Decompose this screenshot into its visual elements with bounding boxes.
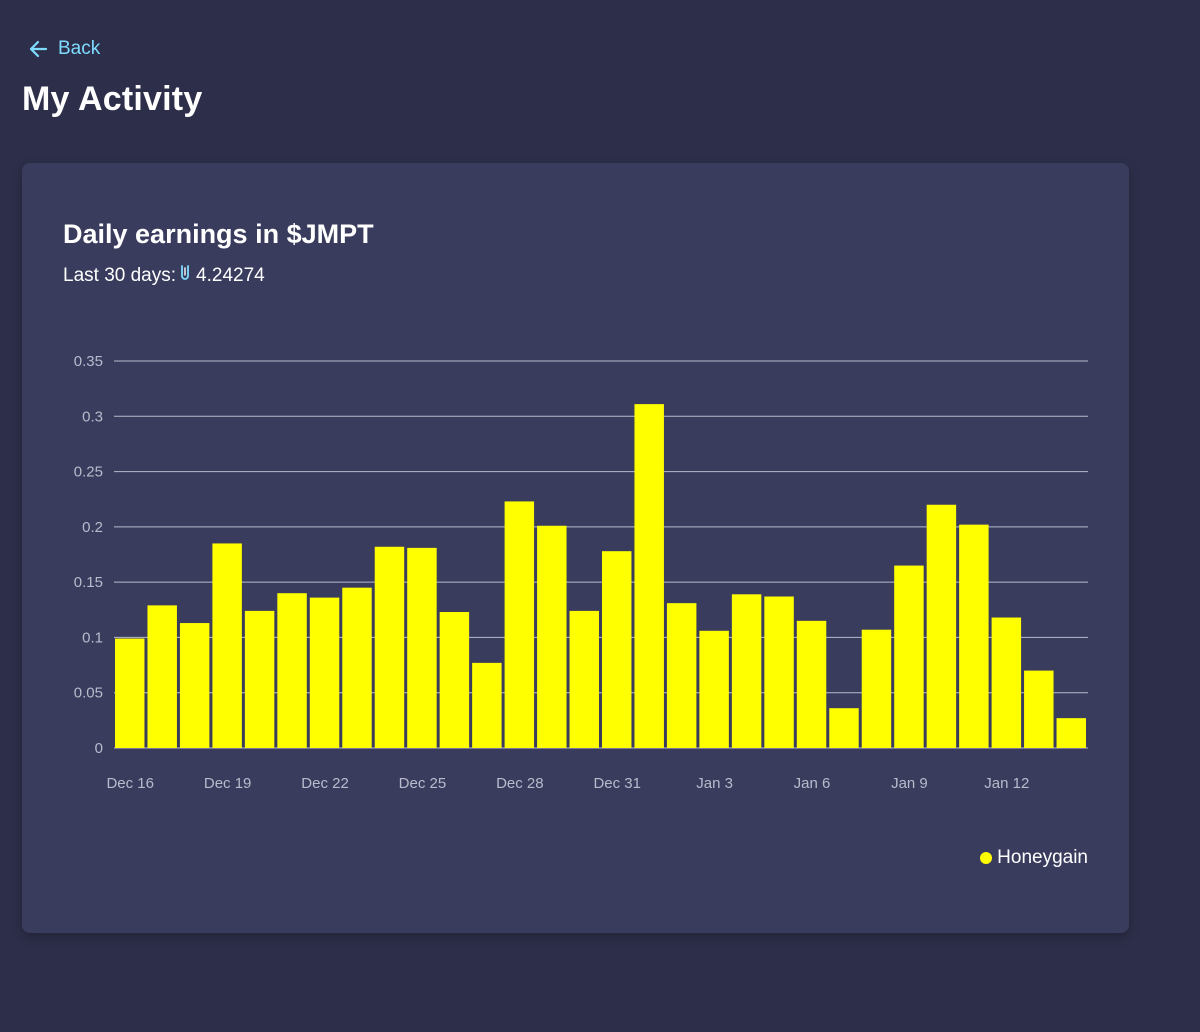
legend-swatch <box>980 852 993 864</box>
chart-subtitle: Last 30 days: 4.24274 <box>63 264 265 288</box>
page-title: My Activity <box>22 80 203 118</box>
bar-jan-14 <box>1056 718 1086 748</box>
x-tick-label: Dec 28 <box>496 775 544 792</box>
x-tick-label: Jan 3 <box>696 775 733 792</box>
bar-chart: 0 0.05 0.1 0.15 0.2 0.25 0.3 0.35 Dec 16 Dec 19 De… <box>74 353 1088 792</box>
x-tick-label: Jan 6 <box>794 775 831 792</box>
bar-dec-30 <box>569 610 599 748</box>
arrow-left-icon <box>28 39 48 59</box>
earnings-card: Daily earnings in $JMPT Last 30 days: 4.… <box>22 163 1129 933</box>
y-tick-label: 0.35 <box>74 353 103 370</box>
x-tick-label: Jan 9 <box>891 775 928 792</box>
bar-jan-10 <box>926 504 957 748</box>
bar-dec-25 <box>407 547 437 748</box>
x-tick-label: Dec 19 <box>204 775 252 792</box>
x-tick-label: Dec 25 <box>399 775 447 792</box>
y-tick-label: 0.15 <box>74 574 103 591</box>
bar-jan-4 <box>731 594 762 748</box>
bar-jan-12 <box>991 617 1022 748</box>
bar-dec-17 <box>147 605 177 748</box>
bar-dec-22 <box>309 597 340 748</box>
bar-dec-26 <box>439 611 470 748</box>
y-tick-label: 0.1 <box>82 629 103 646</box>
y-tick-label: 0.05 <box>74 685 103 702</box>
bar-jan-6 <box>796 620 827 748</box>
subtitle-prefix: Last 30 days: <box>63 265 177 286</box>
x-tick-label: Dec 31 <box>593 775 641 792</box>
y-tick-label: 0.2 <box>82 519 103 536</box>
back-link[interactable]: Back <box>28 38 100 60</box>
x-tick-label: Dec 16 <box>106 775 154 792</box>
legend-label: Honeygain <box>997 847 1088 868</box>
bar-dec-31 <box>602 551 632 748</box>
bar-jan-8 <box>861 629 892 748</box>
jmpt-token-icon <box>180 264 190 288</box>
bar-dec-18 <box>179 623 210 748</box>
bar-jan-11 <box>959 524 989 748</box>
y-tick-label: 0.25 <box>74 464 103 481</box>
bar-dec-23 <box>342 587 372 748</box>
bar-jan-9 <box>894 565 924 748</box>
x-tick-label: Jan 12 <box>984 775 1029 792</box>
bar-jan-13 <box>1024 670 1054 748</box>
bar-dec-16 <box>115 638 145 748</box>
bar-jan-3 <box>699 630 729 748</box>
bar-dec-28 <box>504 501 535 748</box>
y-tick-label: 0.3 <box>82 408 103 425</box>
subtitle-value: 4.24274 <box>196 265 265 286</box>
chart-title: Daily earnings in $JMPT <box>63 219 374 249</box>
bar-dec-29 <box>537 525 567 748</box>
bar-dec-21 <box>277 593 307 748</box>
bar-jan-2 <box>666 603 697 748</box>
x-tick-label: Dec 22 <box>301 775 349 792</box>
bar-dec-24 <box>374 546 405 748</box>
bar-dec-27 <box>472 662 502 748</box>
bar-dec-19 <box>212 543 242 748</box>
bar-dec-20 <box>244 610 275 748</box>
chart-legend[interactable]: Honeygain <box>980 847 1088 869</box>
y-tick-label: 0 <box>95 740 103 757</box>
bar-jan-1 <box>634 404 664 748</box>
bar-jan-7 <box>829 708 859 748</box>
bar-jan-5 <box>764 596 794 748</box>
back-label: Back <box>58 38 101 59</box>
